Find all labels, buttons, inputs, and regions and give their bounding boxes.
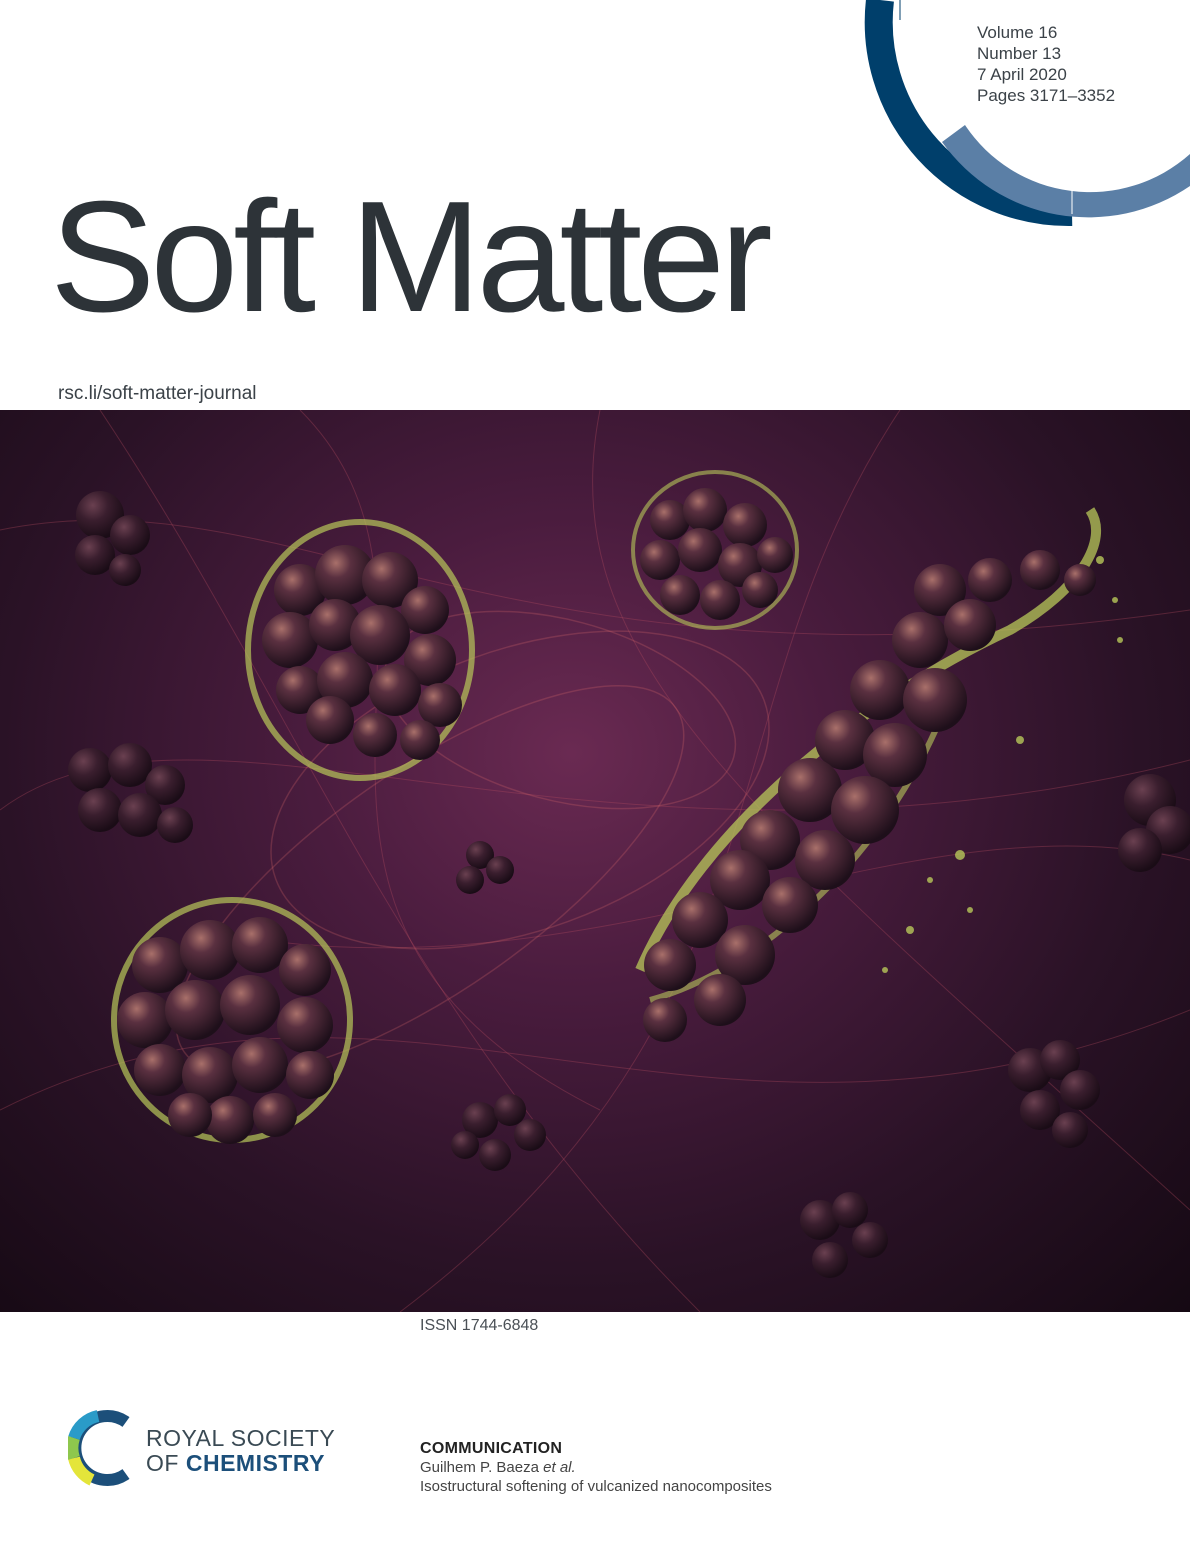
author-names: Guilhem P. Baeza bbox=[420, 1459, 544, 1476]
cover-illustration bbox=[0, 410, 1190, 1312]
et-al: et al. bbox=[543, 1459, 576, 1476]
volume: Volume 16 bbox=[977, 23, 1058, 42]
publisher-line2-prefix: OF bbox=[146, 1450, 186, 1476]
article-title[interactable]: Isostructural softening of vulcanized na… bbox=[420, 1478, 772, 1495]
issue-date: 7 April 2020 bbox=[977, 65, 1067, 84]
cover-image bbox=[0, 410, 1190, 1312]
issn: ISSN 1744-6848 bbox=[420, 1317, 539, 1334]
issue-number: Number 13 bbox=[977, 44, 1062, 63]
publisher-line1: ROYAL SOCIETY bbox=[146, 1425, 336, 1451]
rsc-logo-icon bbox=[68, 1410, 130, 1486]
publisher-line2-bold: CHEMISTRY bbox=[185, 1450, 325, 1476]
article-authors: Guilhem P. Baeza et al. bbox=[420, 1458, 772, 1477]
publisher-line2: OF CHEMISTRY bbox=[146, 1451, 335, 1476]
page-range: Pages 3171–3352 bbox=[977, 86, 1116, 105]
issue-info: Volume 16 Number 13 7 April 2020 Pages 3… bbox=[977, 22, 1115, 106]
article-type: COMMUNICATION bbox=[420, 1440, 563, 1457]
journal-url[interactable]: rsc.li/soft-matter-journal bbox=[58, 383, 257, 404]
featured-article: COMMUNICATION Guilhem P. Baeza et al. Is… bbox=[420, 1440, 772, 1496]
publisher-name: ROYAL SOCIETY OF CHEMISTRY bbox=[146, 1426, 335, 1476]
issue-arc-icon bbox=[864, 0, 1190, 227]
journal-title: Soft Matter bbox=[50, 169, 773, 345]
